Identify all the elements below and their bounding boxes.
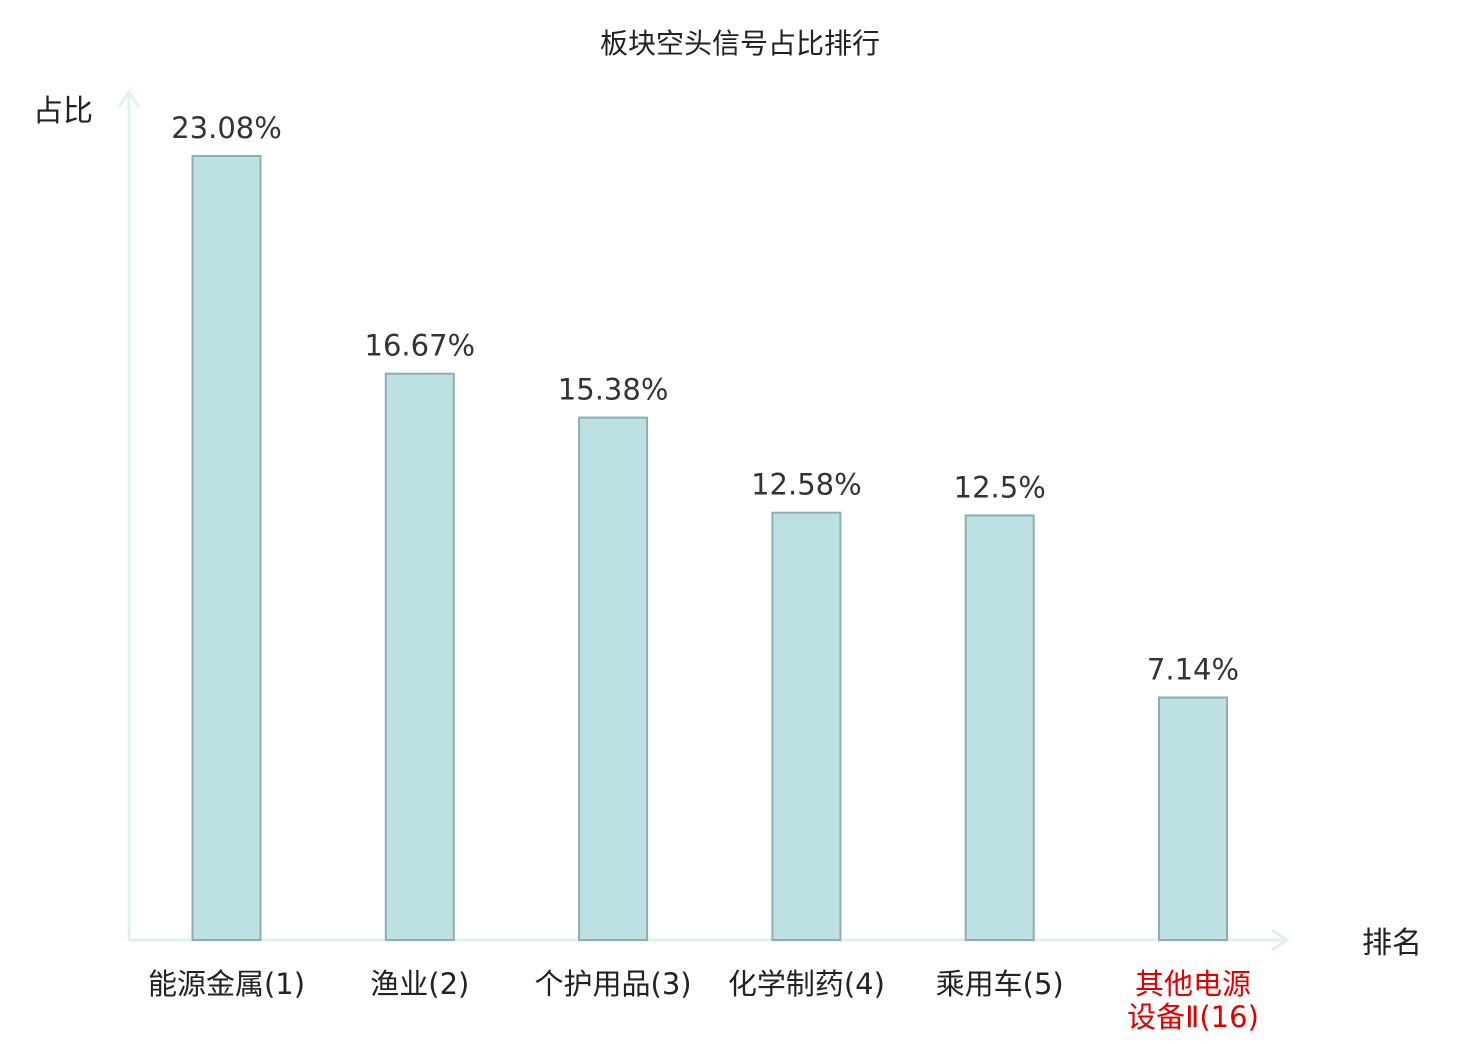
bar-2: [384, 372, 455, 941]
category-label-6-line-2: 设备Ⅱ(16): [1127, 1000, 1259, 1034]
value-label-3: 15.38%: [558, 373, 669, 407]
bars-group: [191, 155, 1228, 942]
x-axis: [129, 928, 1290, 952]
bar-5: [964, 514, 1035, 942]
bar-6: [1158, 696, 1228, 941]
value-label-5: 12.5%: [954, 470, 1046, 504]
value-label-6: 7.14%: [1147, 653, 1239, 687]
bar-4: [771, 511, 842, 941]
category-label-2: 渔业(2): [370, 967, 469, 1001]
chart-title: 板块空头信号占比排行: [600, 27, 880, 60]
category-label-4: 化学制药(4): [728, 967, 885, 1001]
y-axis-arrow: [117, 89, 141, 108]
y-axis-label: 占比: [33, 94, 93, 129]
category-labels-group: 能源金属(1) 渔业(2) 个护用品(3) 化学制药(4) 乘用车(5) 其他电源设备Ⅱ(…: [148, 967, 1259, 1034]
category-label-6-line-1: 其他电源: [1135, 967, 1251, 1001]
y-axis: [117, 89, 141, 940]
category-label-3: 个护用品(3): [535, 967, 692, 1001]
value-labels-group: 23.08% 16.67% 15.38% 12.58% 12.5% 7.14%: [171, 111, 1239, 687]
category-label-5: 乘用车(5): [936, 967, 1064, 1001]
x-axis-label: 排名: [1362, 926, 1422, 961]
value-label-4: 12.58%: [751, 468, 862, 502]
category-label-1: 能源金属(1): [148, 967, 305, 1001]
bar-3: [578, 416, 649, 942]
value-label-2: 16.67%: [365, 329, 476, 363]
x-axis-arrow: [1271, 928, 1290, 952]
value-label-1: 23.08%: [171, 111, 282, 145]
bar-1: [191, 155, 262, 941]
